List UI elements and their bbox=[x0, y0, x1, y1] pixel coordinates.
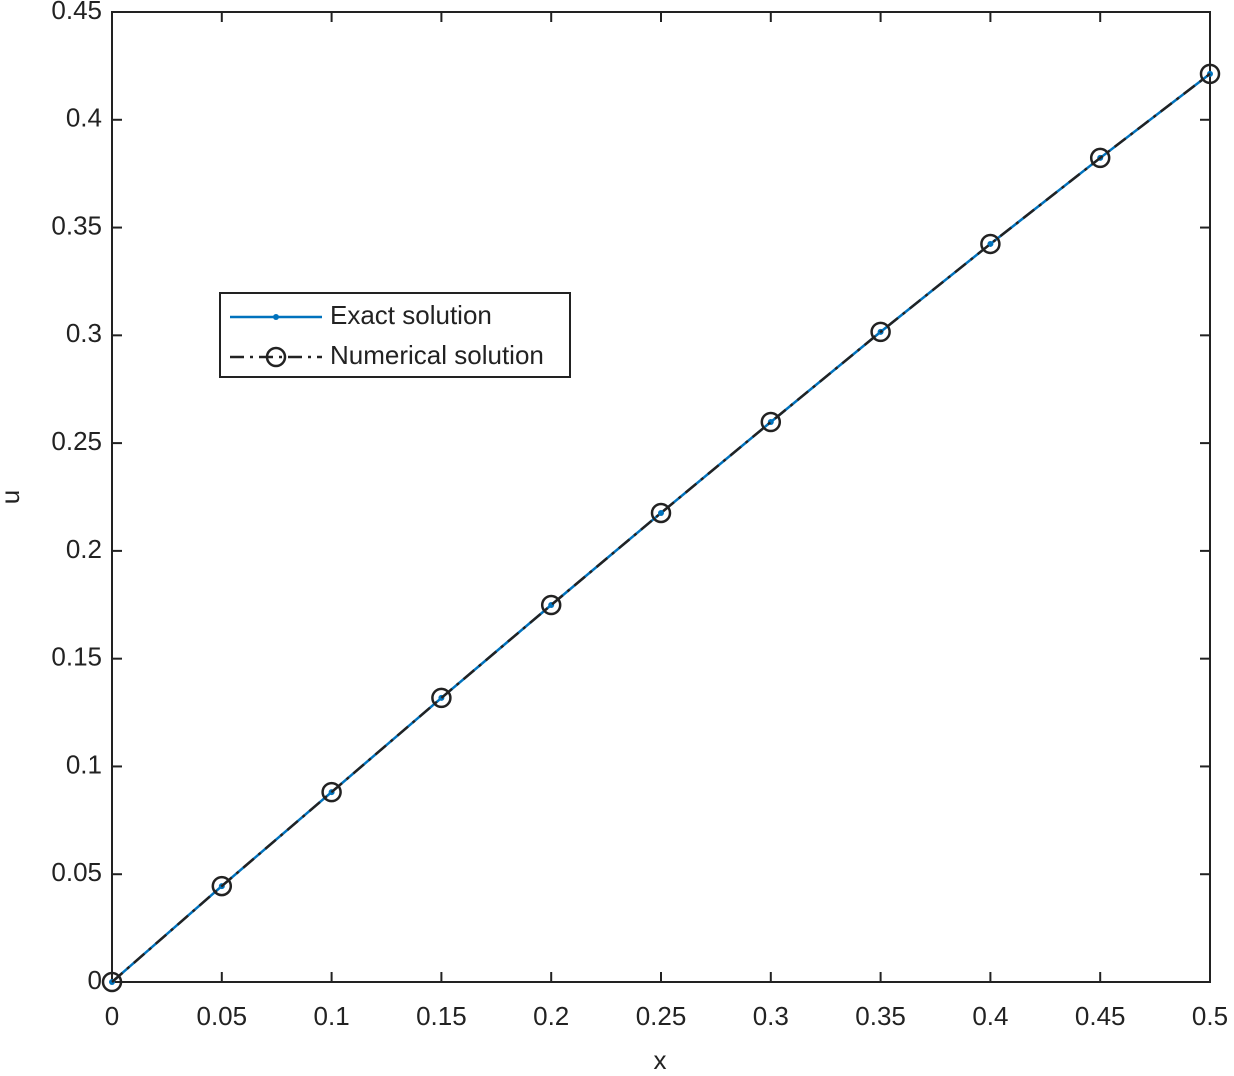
data-point bbox=[760, 411, 782, 433]
x-tick-label: 0.1 bbox=[314, 1001, 350, 1031]
data-point bbox=[1199, 63, 1221, 85]
data-point bbox=[211, 875, 233, 897]
x-tick-label: 0.05 bbox=[196, 1001, 247, 1031]
data-point bbox=[650, 502, 672, 524]
y-tick-label: 0.3 bbox=[66, 318, 102, 348]
y-tick-label: 0.35 bbox=[51, 210, 102, 240]
y-tick-label: 0.1 bbox=[66, 749, 102, 779]
data-point bbox=[980, 233, 1001, 255]
x-tick-label: 0.35 bbox=[855, 1001, 906, 1031]
x-tick-label: 0 bbox=[105, 1001, 119, 1031]
data-point bbox=[658, 509, 664, 516]
y-tick-label: 0.2 bbox=[66, 534, 102, 564]
x-axis-label: x bbox=[654, 1045, 667, 1075]
legend-box bbox=[219, 292, 571, 378]
x-tick-label: 0.2 bbox=[533, 1001, 569, 1031]
legend-label: Numerical solution bbox=[330, 340, 544, 370]
x-tick-label: 0.5 bbox=[1192, 1001, 1228, 1031]
data-point bbox=[540, 594, 562, 616]
y-tick-label: 0 bbox=[88, 965, 102, 995]
x-tick-label: 0.15 bbox=[416, 1001, 467, 1031]
data-point bbox=[1089, 147, 1111, 169]
legend-label: Exact solution bbox=[330, 300, 492, 330]
data-point bbox=[431, 687, 452, 709]
legend-marker bbox=[265, 346, 287, 368]
legend-marker bbox=[273, 314, 279, 320]
y-tick-label: 0.4 bbox=[66, 103, 102, 133]
x-tick-label: 0.3 bbox=[753, 1001, 789, 1031]
data-point bbox=[101, 971, 123, 993]
y-tick-label: 0.25 bbox=[51, 426, 102, 456]
plot-frame bbox=[111, 11, 1211, 983]
x-tick-label: 0.45 bbox=[1075, 1001, 1126, 1031]
x-tick-label: 0.25 bbox=[636, 1001, 687, 1031]
data-point bbox=[987, 240, 994, 247]
x-tick-label: 0.4 bbox=[972, 1001, 1008, 1031]
y-axis-label: u bbox=[0, 490, 25, 504]
y-tick-label: 0.45 bbox=[51, 0, 102, 25]
data-point bbox=[870, 321, 891, 343]
y-tick-label: 0.05 bbox=[51, 857, 102, 887]
data-point bbox=[321, 781, 342, 803]
series-line bbox=[111, 72, 1211, 983]
y-tick-label: 0.15 bbox=[51, 642, 102, 672]
series-line bbox=[111, 72, 1211, 983]
